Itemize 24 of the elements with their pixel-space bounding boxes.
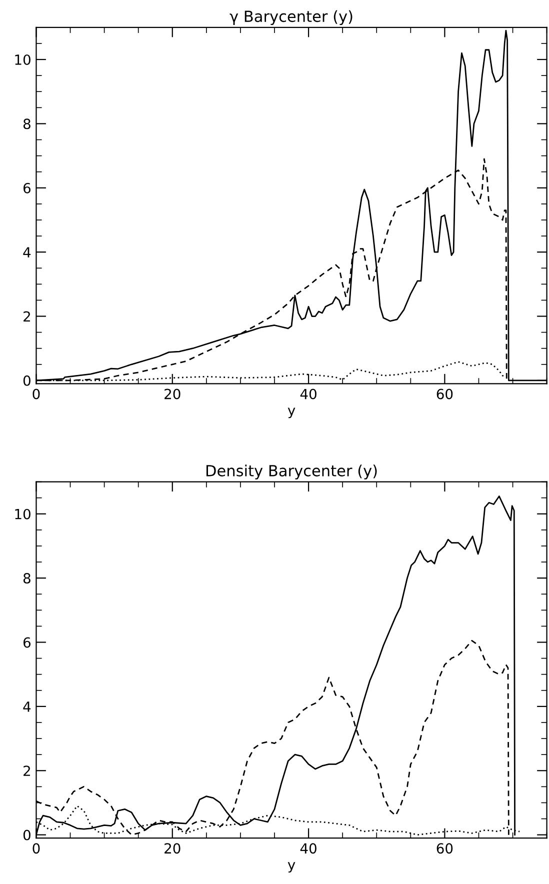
y-tick-label: 10 [15,54,30,65]
y-tick-label: 8 [23,573,30,584]
x-tick-label: 20 [164,843,180,854]
y-tick-label: 6 [24,637,30,648]
y-tick-label: 2 [24,311,30,322]
y-tick-label: 2 [24,766,30,776]
y-tick-label: 10 [15,508,30,520]
x-tick-label: 60 [436,388,453,400]
x-axis-title: y [288,408,296,418]
x-tick-label: 40 [300,388,316,400]
x-axis-title: y [288,862,296,873]
y-tick-label: 0 [23,375,30,386]
x-tick-label: 40 [300,843,316,854]
y-tick-label: 6 [24,182,30,194]
x-tick-label: 0 [32,388,40,400]
y-tick-label: 8 [23,118,30,130]
x-tick-label: 20 [164,388,180,400]
x-tick-label: 0 [32,843,40,854]
x-tick-label: 60 [436,843,453,854]
chart-title: γ Barycenter (y) [230,10,352,26]
chart-title: Density Barycenter (y) [206,464,377,480]
y-tick-label: 4 [23,247,31,258]
y-tick-label: 0 [23,830,30,840]
y-tick-label: 4 [23,702,31,712]
